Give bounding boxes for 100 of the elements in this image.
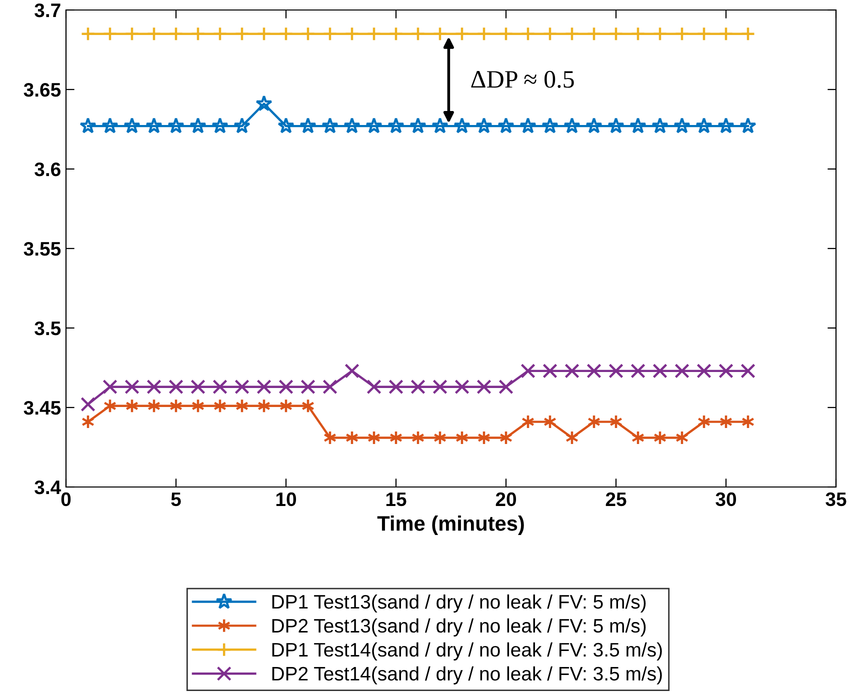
y-tick-label: 3.45 [24, 400, 61, 415]
point [344, 364, 360, 378]
x-tick-label: 15 [386, 492, 406, 506]
point [344, 117, 360, 134]
point [674, 364, 690, 378]
point [718, 26, 734, 42]
point [322, 117, 338, 134]
point [278, 379, 294, 394]
point [696, 364, 712, 378]
point [498, 26, 514, 42]
point [498, 117, 514, 134]
point [498, 379, 514, 394]
legend-label: DP1 Test13(sand / dry / no leak / FV: 5 m/s) [272, 594, 646, 613]
point [608, 364, 624, 378]
point [586, 26, 602, 42]
point [322, 379, 338, 394]
point [432, 117, 448, 134]
point [696, 117, 712, 134]
point [388, 26, 404, 42]
point [740, 117, 756, 134]
point [454, 379, 470, 394]
x-tick-label: 30 [716, 492, 736, 506]
point [168, 26, 184, 42]
point [278, 26, 294, 42]
point [564, 117, 580, 134]
point [608, 117, 624, 134]
legend-label: DP2 Test14(sand / dry / no leak / FV: 3.5 m/s) [272, 666, 662, 684]
point [300, 379, 316, 394]
point [124, 26, 140, 42]
point [542, 117, 558, 134]
x-axis-title: Time (minutes) [377, 516, 524, 535]
point [212, 117, 228, 134]
point [652, 117, 668, 134]
point [630, 117, 646, 134]
x-tick-label: 20 [496, 492, 516, 506]
point [388, 379, 404, 394]
point [146, 26, 162, 42]
point [256, 95, 272, 112]
point [630, 364, 646, 378]
point [234, 379, 250, 394]
point [718, 364, 734, 378]
point [102, 26, 118, 42]
point [432, 26, 448, 42]
point [608, 26, 624, 42]
point [520, 26, 536, 42]
point [190, 26, 206, 42]
point [520, 364, 536, 378]
point [718, 117, 734, 134]
point [564, 364, 580, 378]
point [410, 117, 426, 134]
point [652, 364, 668, 378]
point [234, 26, 250, 42]
legend-label: DP2 Test13(sand / dry / no leak / FV: 5 m/s) [272, 618, 646, 637]
point [146, 117, 162, 134]
x-tick-label: 25 [606, 492, 626, 506]
point [256, 379, 272, 394]
point [410, 379, 426, 394]
point [102, 379, 118, 394]
point [674, 26, 690, 42]
point [168, 379, 184, 394]
y-tick-label: 3.55 [24, 242, 61, 256]
x-tick-label: 10 [276, 492, 296, 506]
point [102, 117, 118, 134]
point [124, 379, 140, 394]
point [80, 26, 96, 42]
point [652, 26, 668, 42]
point [168, 117, 184, 134]
point [476, 117, 492, 134]
point [410, 26, 426, 42]
x-tick-label: 0 [61, 492, 71, 506]
point [630, 26, 646, 42]
point [476, 379, 492, 394]
y-tick-label: 3.7 [34, 3, 60, 18]
point [388, 117, 404, 134]
point [476, 26, 492, 42]
point [542, 26, 558, 42]
point [212, 26, 228, 42]
point [234, 117, 250, 134]
x-tick-label: 5 [171, 492, 181, 506]
point [586, 117, 602, 134]
point [80, 117, 96, 134]
point [80, 396, 96, 412]
point [300, 117, 316, 134]
point [586, 364, 602, 378]
point [366, 26, 382, 42]
point [256, 26, 272, 42]
point [146, 379, 162, 394]
point [124, 117, 140, 134]
point [740, 364, 756, 378]
point [366, 117, 382, 134]
point [674, 117, 690, 134]
point [300, 26, 316, 42]
point [190, 379, 206, 394]
y-tick-label: 3.6 [34, 162, 60, 176]
y-tick-label: 3.65 [24, 82, 61, 97]
point [454, 26, 470, 42]
annotation: ΔDP ≈ 0.5 [471, 70, 574, 88]
point [740, 26, 756, 42]
point [190, 117, 206, 134]
point [366, 379, 382, 394]
